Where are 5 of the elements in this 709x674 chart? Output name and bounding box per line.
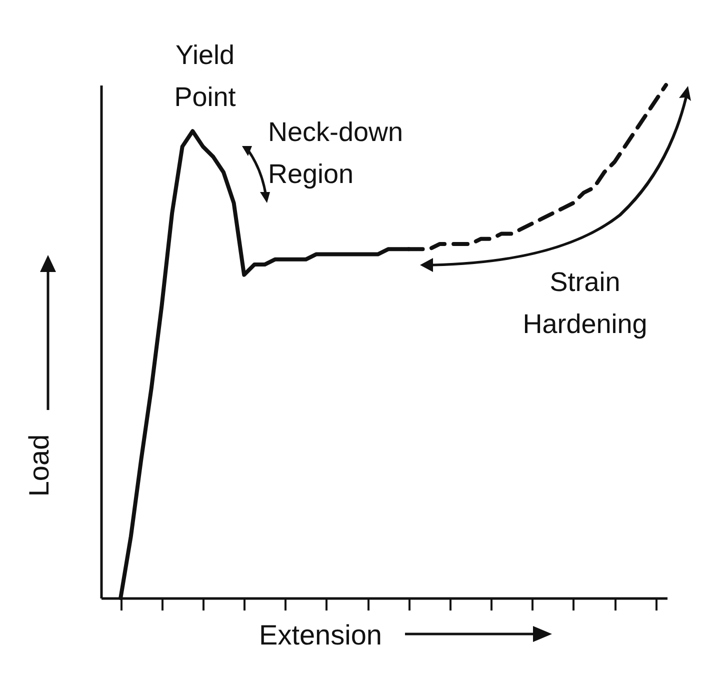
annotation: Strain Hardening (522, 267, 648, 339)
annotation: Neck-down Region (268, 117, 404, 189)
x-axis-title: Extension (259, 620, 382, 650)
y-axis-title: Load (24, 434, 54, 497)
annotation: Yield Point (174, 40, 236, 112)
